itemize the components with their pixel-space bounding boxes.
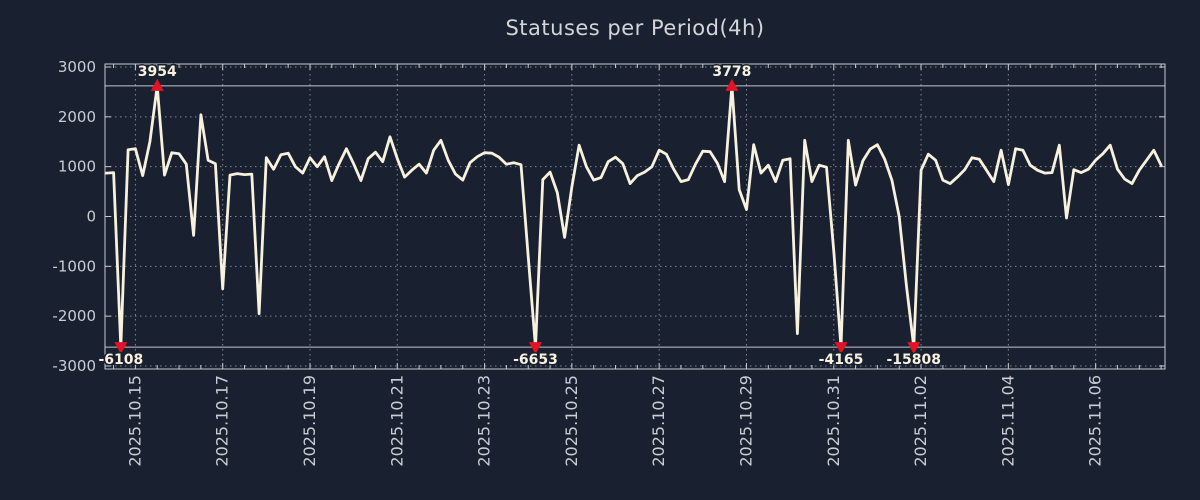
svg-text:2000: 2000: [58, 108, 96, 126]
svg-text:2025.10.29: 2025.10.29: [736, 375, 755, 467]
axis-ticks: [105, 64, 1165, 369]
svg-text:2025.10.19: 2025.10.19: [300, 375, 319, 467]
extreme-value-label: -6653: [513, 352, 558, 368]
extreme-marker: -4165: [817, 342, 865, 370]
gridlines: [105, 64, 1165, 369]
svg-text:-3000: -3000: [52, 357, 96, 375]
svg-text:2025.10.23: 2025.10.23: [475, 375, 494, 467]
svg-text:3000: 3000: [58, 58, 96, 76]
extreme-marker: 3954: [136, 62, 178, 91]
svg-text:2025.11.06: 2025.11.06: [1086, 375, 1105, 467]
svg-text:2025.10.25: 2025.10.25: [562, 375, 581, 467]
svg-text:2025.10.21: 2025.10.21: [387, 375, 406, 467]
extreme-value-label: 3778: [712, 64, 751, 80]
extreme-marker: -6653: [512, 342, 559, 370]
down-triangle-icon: [114, 342, 128, 355]
y-axis-labels: 3000 2000 1000 0 -1000 -2000 -3000: [52, 58, 96, 375]
down-triangle-icon: [529, 342, 543, 355]
svg-text:0: 0: [86, 208, 96, 226]
chart-title: Statuses per Period(4h): [505, 16, 765, 40]
svg-text:-1000: -1000: [52, 257, 96, 275]
svg-text:2025.11.02: 2025.11.02: [911, 375, 930, 467]
down-triangle-icon: [834, 342, 848, 355]
svg-text:2025.10.31: 2025.10.31: [824, 375, 843, 467]
down-triangle-icon: [907, 342, 921, 355]
svg-text:2025.10.27: 2025.10.27: [649, 375, 668, 467]
svg-text:1000: 1000: [58, 158, 96, 176]
svg-text:2025.10.15: 2025.10.15: [125, 375, 144, 467]
x-axis-labels: 2025.10.15 2025.10.17 2025.10.19 2025.10.21…: [125, 375, 1104, 467]
extreme-marker: -15808: [885, 342, 943, 370]
extreme-value-label: 3954: [138, 64, 177, 80]
svg-text:2025.11.04: 2025.11.04: [998, 375, 1017, 467]
up-triangle-icon: [725, 78, 739, 91]
plot-frame: [104, 63, 1166, 370]
svg-text:2025.10.17: 2025.10.17: [213, 375, 232, 467]
extreme-marker: -6108: [97, 342, 145, 370]
extreme-value-label: -4165: [819, 352, 864, 368]
data-line: [104, 84, 1163, 349]
up-triangle-icon: [150, 78, 164, 91]
extreme-value-label: -6108: [98, 352, 143, 368]
extreme-marker: 3778: [711, 62, 753, 91]
extreme-value-label: -15808: [887, 352, 942, 368]
svg-text:-2000: -2000: [52, 307, 96, 325]
